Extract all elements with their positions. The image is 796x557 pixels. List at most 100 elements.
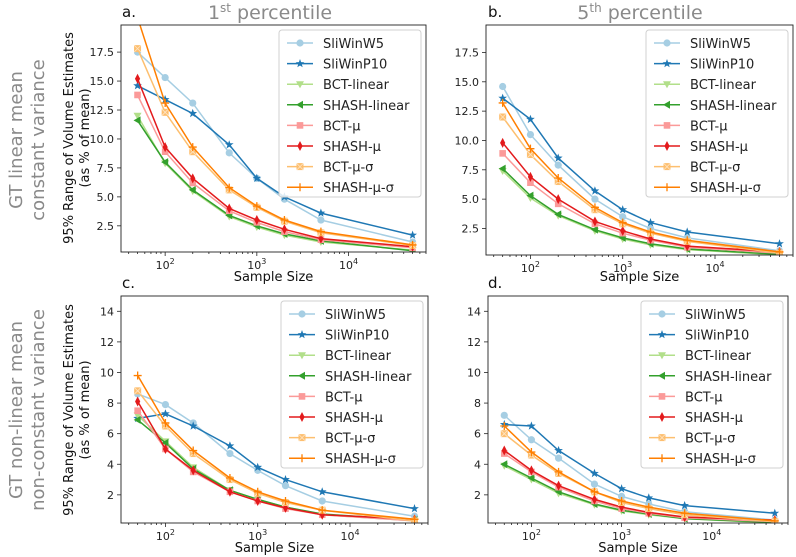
data-point-sliwinp10 xyxy=(646,218,655,227)
legend-swatch-marker xyxy=(658,454,666,463)
legend-swatch-marker xyxy=(295,59,305,68)
column-title-left-sup: st xyxy=(220,1,231,15)
y-tick-label: 12.5 xyxy=(455,105,480,118)
data-point-sliwinp10 xyxy=(133,81,142,90)
legend-swatch-marker xyxy=(296,100,303,109)
panels: a.102 103 1042.55.07.510.012.515.017.5Samp… xyxy=(90,3,794,556)
data-point-sliwinp10 xyxy=(527,421,536,430)
data-point-sliwinw5 xyxy=(318,497,326,505)
x-tick-exponent: 2 xyxy=(535,260,540,269)
x-tick-base: 10 xyxy=(156,259,170,272)
x-tick-exponent: 4 xyxy=(354,528,359,537)
legend-swatch-marker xyxy=(296,183,304,192)
x-tick-base: 10 xyxy=(156,530,170,543)
legend-entry-sliwinw5: SliWinW5 xyxy=(654,37,751,52)
x-tick-base: 10 xyxy=(705,262,719,275)
data-point-shash- xyxy=(680,509,689,518)
legend-label: BCT-linear xyxy=(323,78,390,93)
x-tick-exponent: 4 xyxy=(353,257,358,266)
legend-label: SliWinW5 xyxy=(690,37,751,52)
legend-entry-sliwinw5: SliWinW5 xyxy=(287,37,384,52)
data-point-shash-linear xyxy=(133,116,141,125)
legend-label: BCT-linear xyxy=(325,349,392,364)
x-axis-label: Sample Size xyxy=(600,270,680,285)
legend-entry-sliwinp10: SliWinP10 xyxy=(287,58,387,73)
data-point-shash-linear xyxy=(526,191,534,200)
series-line-shash-linear xyxy=(502,168,780,255)
series-group xyxy=(498,82,784,255)
data-point-shash- xyxy=(554,467,563,476)
data-point-sliwinw5 xyxy=(527,436,536,444)
legend-swatch-marker xyxy=(298,454,306,463)
data-point-sliwinw5 xyxy=(554,161,562,169)
legend-label: BCT-linear xyxy=(690,78,757,93)
legend-frame xyxy=(645,29,789,198)
data-point-bct- xyxy=(133,44,142,53)
data-point-bct- xyxy=(500,429,509,438)
data-point-shash- xyxy=(410,515,419,523)
legend-entry-bct-: BCT-μ-σ xyxy=(289,432,375,447)
legend-label: SliWinP10 xyxy=(685,329,749,344)
legend-swatch-marker xyxy=(658,310,666,318)
data-point-sliwinp10 xyxy=(316,208,326,217)
x-tick-base: 10 xyxy=(521,262,535,275)
data-point-shash- xyxy=(189,446,198,455)
data-point-sliwinw5 xyxy=(317,216,325,224)
row-label-bottom-line2: non-constant variance xyxy=(28,309,49,511)
legend-entry-sliwinp10: SliWinP10 xyxy=(649,329,749,344)
legend-swatch-marker xyxy=(298,371,305,380)
data-point-bct- xyxy=(527,179,534,187)
y-tick-label: 12 xyxy=(100,336,114,349)
y-tick-label: 7.5 xyxy=(462,164,480,177)
legend-swatch-marker xyxy=(657,330,667,339)
data-point-bct--cross xyxy=(133,44,142,53)
legend-label: SliWinP10 xyxy=(325,329,389,344)
legend-label: BCT-μ-σ xyxy=(685,432,735,447)
series-line-bct- xyxy=(503,452,775,523)
data-point-sliwinw5 xyxy=(500,411,508,419)
data-point-sliwinp10 xyxy=(161,409,170,418)
legend-swatch-marker xyxy=(663,81,671,89)
legend-entry-shash-: SHASH-μ-σ xyxy=(654,181,761,196)
legend: SliWinW5 SliWinP10 BCT-linear SHASH-linear B… xyxy=(278,29,422,198)
legend-entry-bct-linear: BCT-linear xyxy=(654,78,757,93)
data-point-bct--cross xyxy=(500,429,509,438)
x-tick-exponent: 3 xyxy=(262,528,267,537)
data-point-sliwinp10 xyxy=(526,114,535,124)
data-point-shash- xyxy=(618,218,627,227)
data-point-sliwinp10 xyxy=(618,205,628,214)
data-point-bct--cross xyxy=(133,387,142,395)
series-group xyxy=(499,411,780,523)
data-point-shash-linear xyxy=(498,164,506,173)
data-point-sliwinp10 xyxy=(224,140,234,149)
legend-entry-shash-linear: SHASH-linear xyxy=(649,370,772,385)
data-point-shash-linear xyxy=(133,415,141,424)
legend-entry-sliwinw5: SliWinW5 xyxy=(289,308,386,323)
series-line-shash- xyxy=(136,78,413,248)
y-tick-label: 2 xyxy=(107,489,114,502)
x-axis-label: Sample Size xyxy=(234,270,314,285)
data-point-shash- xyxy=(408,240,417,249)
x-tick-label: 102 xyxy=(522,528,541,543)
data-point-shash- xyxy=(500,422,509,431)
x-tick-base: 10 xyxy=(613,262,627,275)
data-point-sliwinw5 xyxy=(618,492,626,500)
legend-entry-sliwinp10: SliWinP10 xyxy=(654,58,754,73)
data-point-shash-linear xyxy=(500,460,508,469)
legend-entry-shash-: SHASH-μ xyxy=(287,140,381,155)
row-label-top-line1: GT linear mean xyxy=(6,71,27,209)
legend-swatch-marker xyxy=(297,330,307,339)
x-tick-base: 10 xyxy=(702,530,716,543)
legend-entry-shash-: SHASH-μ xyxy=(649,411,743,426)
data-point-shash- xyxy=(162,142,168,153)
data-point-sliwinp10 xyxy=(617,484,626,493)
legend-swatch-marker xyxy=(298,393,306,400)
data-point-shash- xyxy=(318,506,327,515)
legend-label: BCT-μ xyxy=(325,390,362,405)
legend-label: SHASH-μ-σ xyxy=(323,181,394,196)
legend-swatch-marker xyxy=(664,141,670,151)
data-point-sliwinp10 xyxy=(554,445,563,455)
x-tick-label: 102 xyxy=(156,528,175,543)
x-tick-exponent: 3 xyxy=(627,260,632,269)
